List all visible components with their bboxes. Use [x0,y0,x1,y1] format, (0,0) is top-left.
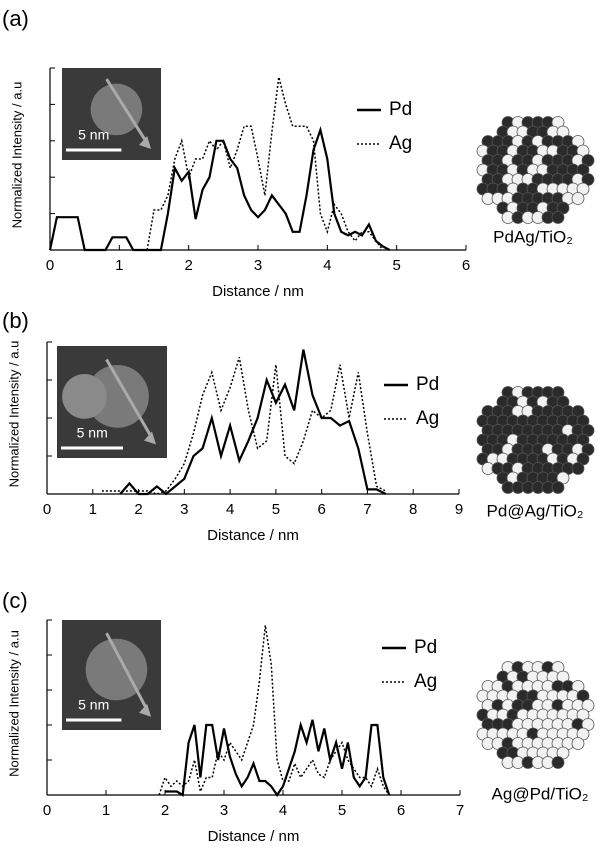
structure-label: PdAg/TiO₂ [493,227,573,246]
nanoparticle-atom [572,738,584,750]
y-axis-label: Normalized Intensity / a.u [6,341,21,488]
data-line [165,720,389,795]
x-axis-label: Distance / nm [208,828,300,845]
scale-bar-label: 5 nm [78,127,109,143]
x-tick-label: 4 [323,257,331,274]
scale-bar-label: 5 nm [77,425,108,441]
x-tick-label: 9 [455,501,463,518]
scale-bar-label: 5 nm [78,697,109,713]
x-tick-label: 2 [184,257,192,274]
x-tick-label: 8 [409,501,417,518]
legend-label: Pd [414,637,437,658]
figure: (a) 0 1 2 3 4 5 6 Distance / nm Normalized Intens… [0,0,614,856]
x-tick-label: 0 [43,802,51,819]
x-tick-label: 7 [363,501,371,518]
x-tick-label: 0 [46,257,54,274]
nanoparticle-atom [552,212,564,224]
x-tick-label: 5 [338,802,346,819]
x-tick-label: 4 [226,501,234,518]
nanoparticle-atom [552,482,564,494]
x-tick-label: 3 [180,501,188,518]
panel-label: (c) [2,588,28,613]
nanoparticle-atom [552,757,564,769]
structure-label: Pd@Ag/TiO₂ [487,501,584,520]
x-tick-label: 6 [462,257,470,274]
x-tick-label: 1 [102,802,110,819]
legend-label: Ag [416,408,439,429]
x-tick-label: 7 [456,802,464,819]
x-tick-label: 0 [43,501,51,518]
x-tick-label: 3 [254,257,262,274]
x-tick-label: 5 [272,501,280,518]
panel-label: (b) [2,308,29,333]
y-axis-label: Normalized Intensity / a.u [6,630,21,777]
legend-label: Ag [389,133,412,154]
panel-label: (a) [2,6,29,31]
x-tick-label: 3 [220,802,228,819]
x-tick-label: 1 [89,501,97,518]
legend-label: Pd [416,374,439,395]
particle-image [62,374,107,419]
x-tick-label: 1 [115,257,123,274]
nanoparticle-atom [572,193,584,205]
legend-label: Pd [389,99,412,120]
x-tick-label: 5 [392,257,400,274]
x-tick-label: 4 [279,802,287,819]
x-tick-label: 6 [397,802,405,819]
data-line [147,77,383,250]
structure-label: Ag@Pd/TiO₂ [492,784,589,803]
x-tick-label: 2 [134,501,142,518]
x-tick-label: 2 [161,802,169,819]
x-axis-label: Distance / nm [212,283,304,300]
legend-label: Ag [414,671,437,692]
nanoparticle-atom [572,463,584,475]
x-tick-label: 6 [317,501,325,518]
y-axis-label: Normalized Intensity / a.u [9,82,24,229]
data-line [159,625,389,795]
x-axis-label: Distance / nm [207,527,299,544]
